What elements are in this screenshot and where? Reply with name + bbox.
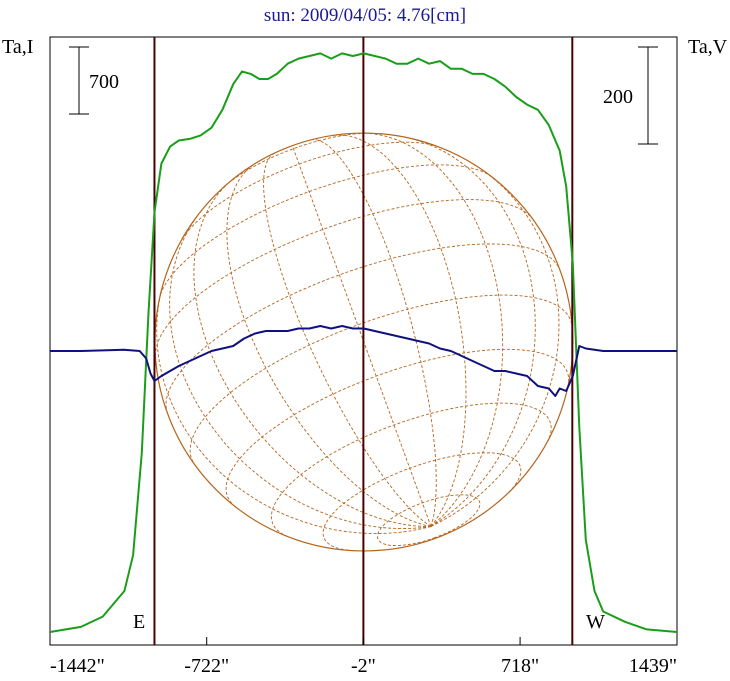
- intensity-line: [49, 52, 678, 633]
- east-label: E: [133, 611, 145, 633]
- x-tick-label: -2": [351, 655, 376, 677]
- meridian-line: [169, 216, 432, 530]
- parallel-line: [322, 452, 522, 552]
- meridian-line: [263, 152, 432, 527]
- right-axis-label: Ta,V: [688, 36, 728, 58]
- meridian-line: [226, 163, 432, 527]
- parallel-line: [189, 294, 573, 463]
- series-lines: [49, 52, 678, 633]
- right-scale-value: 200: [603, 86, 633, 108]
- parallel-line: [154, 199, 533, 357]
- x-axis-ticks: -1442" -722" -2" 718" 1439": [49, 637, 678, 677]
- meridian-line: [333, 134, 467, 527]
- parallel-line: [160, 164, 490, 295]
- meridian-line: [291, 145, 432, 527]
- right-scale-bar: 200: [603, 46, 658, 145]
- chart-title: sun: 2009/04/05: 4.76[cm]: [264, 5, 466, 26]
- west-label: W: [586, 611, 605, 633]
- x-tick-label: -722": [184, 655, 229, 677]
- limb-marker-lines: [153, 37, 574, 645]
- left-scale-bar: 700: [69, 46, 119, 115]
- meridian-line: [366, 132, 504, 527]
- x-tick-label: -1442": [50, 655, 105, 677]
- parallel-line: [182, 141, 437, 239]
- parallel-line: [165, 243, 561, 414]
- x-tick-label: 718": [501, 655, 539, 677]
- meridian-line: [193, 183, 432, 527]
- parallel-line: [377, 494, 481, 547]
- parallel-line: [225, 348, 570, 508]
- meridian-line: [410, 138, 536, 527]
- left-axis-label: Ta,I: [2, 36, 33, 58]
- solar-disk-grid: [154, 132, 574, 552]
- polarization-line: [50, 325, 677, 397]
- x-tick-label: 1439": [629, 655, 677, 677]
- meridian-line: [310, 139, 437, 527]
- meridian-line: [430, 168, 560, 527]
- parallel-line: [270, 402, 552, 538]
- left-scale-value: 700: [89, 71, 119, 93]
- meridian-line: [156, 284, 432, 535]
